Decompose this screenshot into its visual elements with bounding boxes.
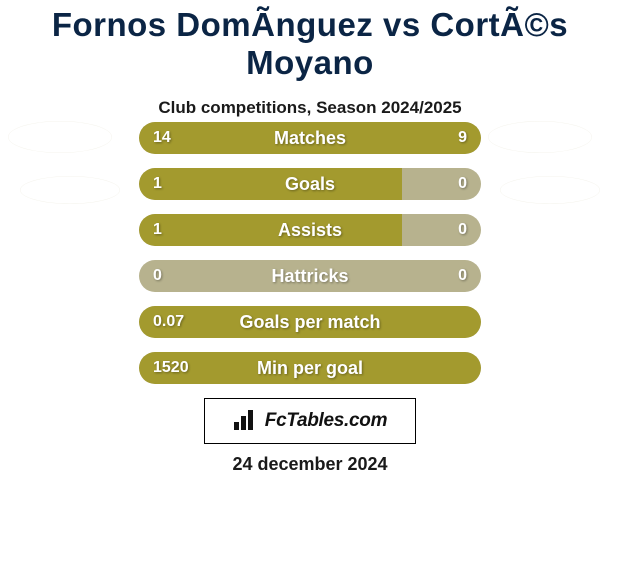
stat-label: Goals per match	[139, 306, 481, 338]
stat-label: Matches	[139, 122, 481, 154]
page-title: Fornos DomÃ­nguez vs CortÃ©s Moyano	[0, 0, 620, 82]
subtitle: Club competitions, Season 2024/2025	[0, 98, 620, 118]
stat-value-right: 9	[458, 122, 467, 154]
infographic-root: Fornos DomÃ­nguez vs CortÃ©s Moyano Club…	[0, 0, 620, 580]
avatar-right-2	[500, 176, 600, 204]
stat-label: Hattricks	[139, 260, 481, 292]
brand-text: FcTables.com	[265, 410, 387, 432]
avatar-left-1	[8, 121, 112, 153]
stat-row: 0.07Goals per match	[139, 306, 481, 338]
avatar-left-2	[20, 176, 120, 204]
stat-row: 1Assists0	[139, 214, 481, 246]
footer-date: 24 december 2024	[0, 454, 620, 475]
bars-icon	[233, 410, 259, 432]
stat-row: 0Hattricks0	[139, 260, 481, 292]
stat-label: Goals	[139, 168, 481, 200]
stat-label: Min per goal	[139, 352, 481, 384]
stats-area: 14Matches91Goals01Assists00Hattricks00.0…	[139, 122, 481, 398]
stat-row: 14Matches9	[139, 122, 481, 154]
stat-row: 1Goals0	[139, 168, 481, 200]
stat-value-right: 0	[458, 168, 467, 200]
stat-value-right: 0	[458, 214, 467, 246]
stat-value-right: 0	[458, 260, 467, 292]
stat-label: Assists	[139, 214, 481, 246]
stat-row: 1520Min per goal	[139, 352, 481, 384]
avatar-right-1	[488, 121, 592, 153]
brand-box: FcTables.com	[204, 398, 416, 444]
